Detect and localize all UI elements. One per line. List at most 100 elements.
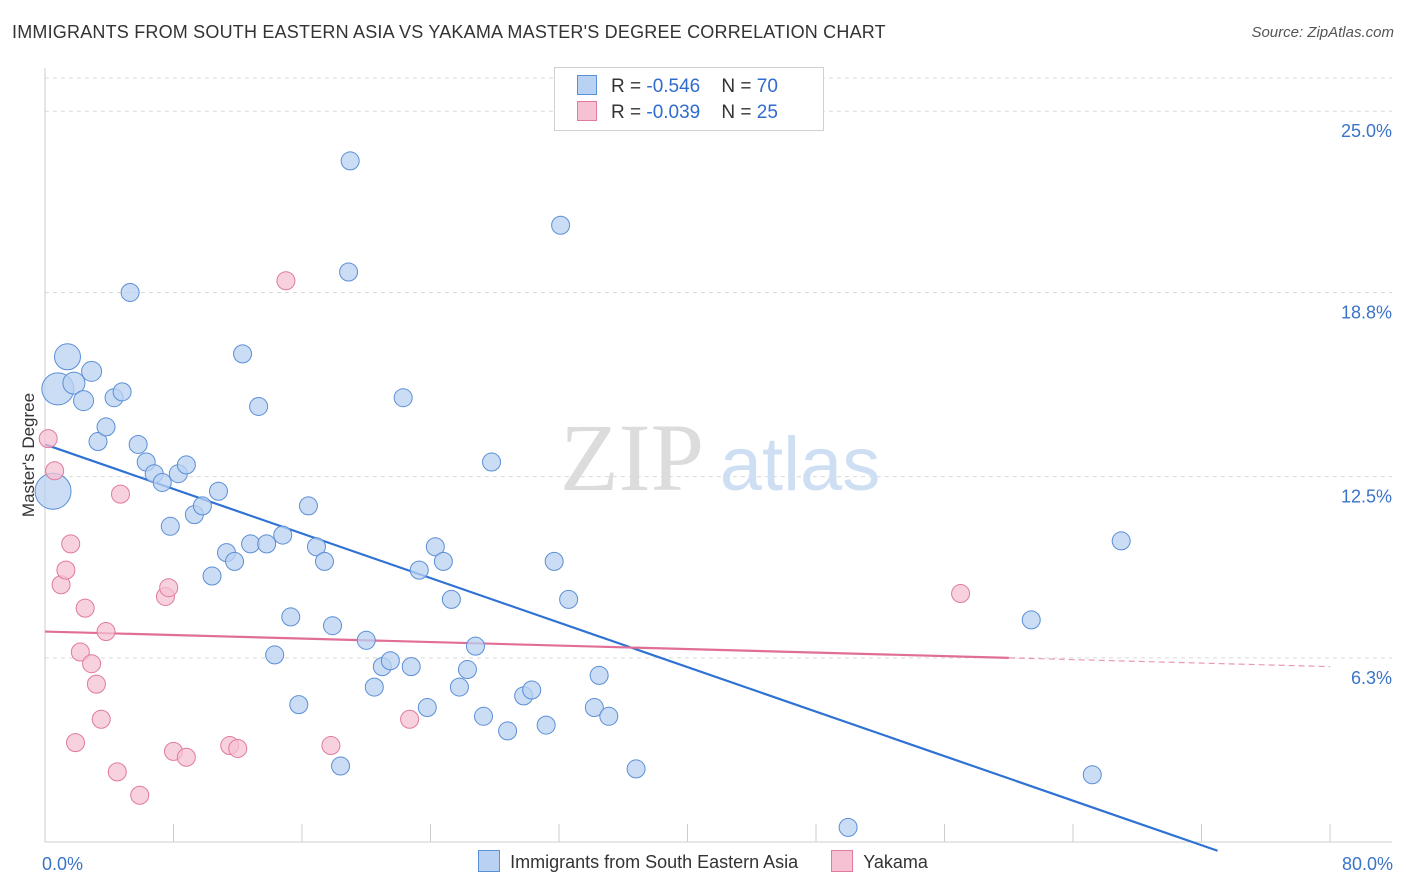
point-yakama-24: [951, 584, 971, 604]
x-tick-label-1: 80.0%: [1342, 854, 1393, 874]
point-sea-23: [225, 551, 245, 571]
point-yakama-9: [86, 674, 106, 694]
chart-title: IMMIGRANTS FROM SOUTH EASTERN ASIA VS YA…: [12, 22, 886, 42]
point-sea-30: [281, 607, 301, 627]
point-yakama-16: [159, 578, 179, 598]
point-yakama-6: [70, 642, 90, 662]
grid-lines: [45, 77, 1392, 659]
point-yakama-13: [110, 484, 130, 504]
point-sea-63: [589, 665, 609, 685]
point-sea-35: [323, 616, 343, 636]
point-sea-33: [306, 537, 326, 557]
legend: R = -0.546 N = 70 R = -0.039 N = 25: [554, 67, 824, 131]
point-yakama-20: [228, 738, 248, 758]
y-tick-label-3: 25.0%: [1341, 121, 1392, 141]
point-yakama-7: [75, 598, 95, 618]
point-sea-55: [498, 721, 518, 741]
legend-swatch-blue: [577, 75, 597, 95]
point-sea-19: [192, 496, 212, 516]
point-sea-48: [433, 551, 453, 571]
point-sea-45: [409, 560, 429, 580]
point-sea-2: [53, 343, 81, 371]
point-yakama-22: [321, 736, 341, 756]
axes: [44, 68, 1392, 843]
point-sea-14: [152, 472, 172, 492]
x-tick-label-0: 0.0%: [42, 854, 83, 874]
point-sea-58: [536, 715, 556, 735]
point-sea-43: [393, 388, 413, 408]
point-sea-62: [584, 698, 604, 718]
point-sea-57: [522, 680, 542, 700]
point-sea-39: [356, 630, 376, 650]
point-sea-65: [626, 759, 646, 779]
point-sea-50: [449, 677, 469, 697]
point-sea-6: [88, 432, 108, 452]
legend-row-series2: R = -0.039 N = 25: [577, 101, 778, 127]
point-yakama-23: [400, 709, 420, 729]
point-sea-49: [441, 589, 461, 609]
point-yakama-5: [66, 733, 86, 753]
watermark-zip: ZIP: [560, 404, 704, 511]
point-sea-53: [474, 706, 494, 726]
point-sea-27: [257, 534, 277, 554]
point-sea-26: [249, 396, 269, 416]
series-name-2: Yakama: [863, 852, 928, 872]
point-sea-60: [551, 215, 571, 235]
point-sea-17: [176, 455, 196, 475]
point-sea-52: [465, 636, 485, 656]
point-yakama-11: [96, 622, 116, 642]
legend-row-series1: R = -0.546 N = 70: [577, 75, 778, 101]
point-sea-24: [233, 344, 253, 364]
legend-n-label-1: N =: [721, 76, 757, 97]
point-sea-47: [425, 537, 445, 557]
point-sea-68: [1082, 765, 1102, 785]
data-points: [34, 151, 1131, 837]
legend-swatch-pink: [577, 101, 597, 121]
point-sea-34: [314, 551, 334, 571]
point-sea-3: [62, 371, 86, 395]
legend-n-label-2: N =: [721, 102, 757, 123]
trend-lines: [44, 443, 1331, 852]
point-sea-29: [273, 525, 293, 545]
point-sea-64: [599, 706, 619, 726]
point-yakama-14: [130, 785, 150, 805]
point-sea-36: [331, 756, 351, 776]
point-yakama-12: [107, 762, 127, 782]
legend-n-value-1: 70: [756, 76, 778, 97]
series-name-1: Immigrants from South Eastern Asia: [510, 852, 799, 872]
y-axis-label: Master's Degree: [19, 393, 38, 517]
point-sea-37: [340, 151, 360, 171]
tick-labels: 6.3% 12.5% 18.8% 25.0% 0.0% 80.0%: [42, 121, 1393, 874]
legend-r-label-2: R =: [611, 102, 647, 123]
point-sea-51: [457, 660, 477, 680]
point-sea-38: [339, 262, 359, 282]
y-tick-label-2: 18.8%: [1341, 302, 1392, 322]
series-legend-item-2: Yakama: [831, 850, 928, 873]
point-sea-15: [160, 516, 180, 536]
legend-r-label-1: R =: [611, 76, 647, 97]
trend-line-1: [44, 630, 1009, 659]
legend-r-value-2: -0.039: [646, 102, 701, 123]
point-yakama-18: [176, 747, 196, 767]
point-yakama-3: [56, 560, 76, 580]
point-sea-54: [482, 452, 502, 472]
series-swatch-blue: [478, 850, 501, 872]
point-sea-32: [298, 496, 318, 516]
point-sea-46: [417, 698, 437, 718]
point-sea-67: [1021, 610, 1041, 630]
point-sea-31: [289, 695, 309, 715]
series-legend-item-1: Immigrants from South Eastern Asia: [478, 850, 798, 873]
series-swatch-pink: [831, 850, 854, 872]
point-sea-42: [380, 651, 400, 671]
point-sea-28: [265, 645, 285, 665]
trend-line-dashed-1: [1008, 657, 1331, 668]
point-sea-61: [559, 589, 579, 609]
point-sea-59: [544, 551, 564, 571]
legend-n-value-2: 25: [756, 102, 778, 123]
point-yakama-21: [276, 271, 296, 291]
point-sea-9: [112, 382, 132, 402]
point-sea-25: [241, 534, 261, 554]
y-tick-label-0: 6.3%: [1351, 668, 1392, 688]
point-yakama-10: [91, 709, 111, 729]
y-tick-label-1: 12.5%: [1341, 487, 1392, 507]
